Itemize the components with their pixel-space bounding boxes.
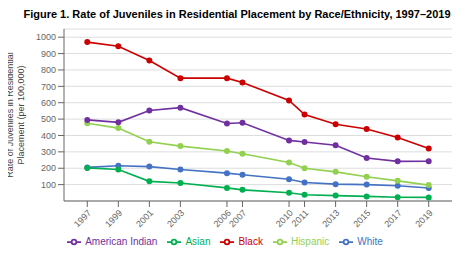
- svg-text:Rate of Juveniles in Residenti: Rate of Juveniles in ResidentialPlacemen…: [8, 52, 26, 178]
- svg-text:2013: 2013: [320, 208, 341, 229]
- svg-text:300: 300: [41, 147, 56, 157]
- svg-text:100: 100: [41, 180, 56, 190]
- svg-text:2017: 2017: [382, 208, 403, 229]
- svg-text:1000: 1000: [36, 32, 56, 42]
- svg-text:2003: 2003: [165, 208, 186, 229]
- svg-text:2015: 2015: [351, 208, 372, 229]
- html-text:Asian: Asian: [185, 235, 211, 247]
- svg-text:2010: 2010: [273, 207, 295, 230]
- svg-text:600: 600: [41, 98, 56, 108]
- svg-text:400: 400: [41, 131, 56, 141]
- html-text:Figure 1. Rate of Juveniles in: Figure 1. Rate of Juveniles in Residenti…: [23, 8, 451, 20]
- svg-text:200: 200: [41, 163, 56, 173]
- svg-text:2019: 2019: [413, 208, 434, 229]
- html-text:American Indian: American Indian: [85, 235, 158, 247]
- svg-text:800: 800: [41, 65, 56, 75]
- svg-text:500: 500: [41, 114, 56, 124]
- html-text:Black: Black: [238, 235, 263, 247]
- svg-text:1999: 1999: [103, 208, 124, 229]
- svg-text:2011: 2011: [290, 208, 311, 229]
- svg-text:2001: 2001: [134, 208, 155, 229]
- svg-text:2007: 2007: [227, 208, 248, 229]
- svg-text:2006: 2006: [211, 207, 233, 230]
- svg-text:700: 700: [41, 82, 56, 92]
- svg-text:900: 900: [41, 49, 56, 59]
- html-text:Hispanic: Hispanic: [290, 235, 330, 247]
- svg-text:1997: 1997: [72, 208, 93, 229]
- html-text:White: White: [357, 235, 383, 247]
